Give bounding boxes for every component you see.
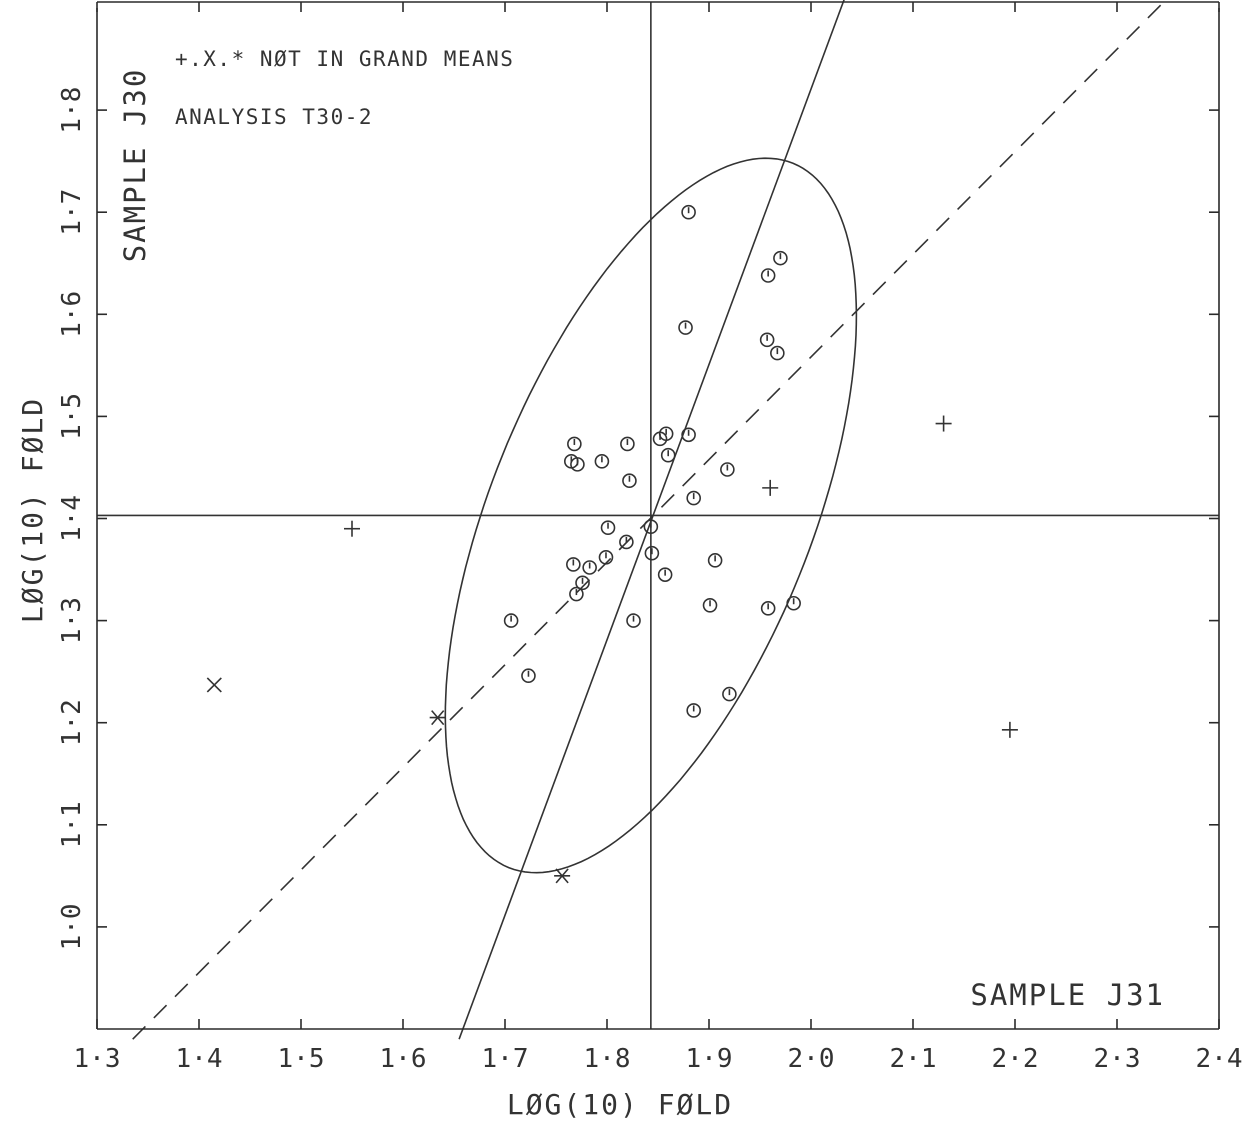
y-tick-label: 1·8 [57,87,87,134]
confidence-ellipse [444,157,858,874]
x-tick-label: 1·7 [482,1044,529,1074]
x-tick-label: 2·3 [1094,1044,1141,1074]
x-tick-label: 1·8 [584,1044,631,1074]
y-tick-label: 1·6 [57,291,87,338]
y-tick-label: 1·2 [57,699,87,746]
data-point-circle [594,454,610,469]
data-point-circle [521,668,536,684]
data-point-circle [707,553,723,568]
data-point-circle [626,613,641,628]
x-tick-label: 1·5 [278,1044,325,1074]
x-tick-label: 2·0 [788,1044,835,1074]
x-tick-labels: 1·3 1·4 1·5 1·6 1·7 1·8 1·9 2·0 2·1 2·2 2·3 2·4 [74,1044,1243,1074]
data-point-circle [582,560,597,575]
data-point-circle [720,462,735,477]
data-point-star [429,710,446,726]
data-point-circle [622,473,637,489]
data-point-plus [344,520,360,537]
legend-note: +.X.* NØT IN GRAND MEANS [175,47,514,71]
data-point-circle [620,436,635,452]
x-tick-label: 1·4 [176,1044,223,1074]
data-point-circle [566,557,581,572]
data-point-circle [600,520,616,535]
data-point-circle [660,447,676,463]
x-tick-label: 1·3 [74,1044,121,1074]
x-tick-label: 2·4 [1196,1044,1243,1074]
data-point-circle [681,204,696,220]
y-tick-label: 1·4 [57,495,87,542]
y-tick-label: 1·3 [57,597,87,644]
data-point-circle [567,436,582,452]
sample-y-label: SAMPLE J30 [118,68,152,263]
data-point-circle [643,519,659,534]
data-point-circle [702,597,718,613]
data-point-plus [1001,721,1018,738]
x-tick-label: 1·6 [380,1044,427,1074]
x-axis-title: LØG(10) FØLD [507,1088,733,1121]
x-tick-label: 1·9 [686,1044,733,1074]
regression-line [458,0,845,1040]
data-point-circle [619,534,634,550]
data-point-circle [770,345,785,361]
data-point-circle [681,427,696,443]
y-tick-label: 1·1 [57,801,87,848]
data-point-circle [786,595,801,611]
y-tick-label: 1·0 [57,903,87,950]
sample-x-label: SAMPLE J31 [970,978,1165,1012]
axis-ticks [96,2,1220,1029]
data-point-circle [759,332,775,348]
data-point-circle [657,567,673,582]
analysis-label: ANALYSIS T30-2 [175,105,373,129]
data-point-circle [598,549,614,565]
data-point-circle [686,490,702,506]
data-point-plus [762,479,779,496]
y-tick-label: 1·5 [57,393,87,440]
y-tick-label: 1·7 [57,189,87,236]
data-point-star [554,868,571,884]
data-point-circle [575,575,590,591]
plot-lines [97,0,1219,1040]
x-tick-label: 2·1 [890,1044,937,1074]
data-markers [206,204,1018,884]
data-point-circle [503,613,519,628]
data-point-circle [773,250,788,266]
data-point-circle [760,601,776,616]
equality-dashed-line [132,0,1167,1040]
data-point-circle [686,703,702,718]
data-point-circle [678,320,693,335]
y-tick-labels: 1·0 1·1 1·2 1·3 1·4 1·5 1·6 1·7 1·8 [57,87,87,951]
data-point-circle [722,686,737,702]
data-point-plus [935,415,952,432]
data-point-circle [569,586,584,602]
data-point-circle [760,268,776,283]
y-axis-title: LØG(10) FØLD [16,397,49,623]
data-point-circle [644,545,660,561]
data-point-x [206,677,222,693]
data-point-circle [570,457,585,472]
data-point-circle [658,426,674,442]
x-tick-label: 2·2 [992,1044,1039,1074]
